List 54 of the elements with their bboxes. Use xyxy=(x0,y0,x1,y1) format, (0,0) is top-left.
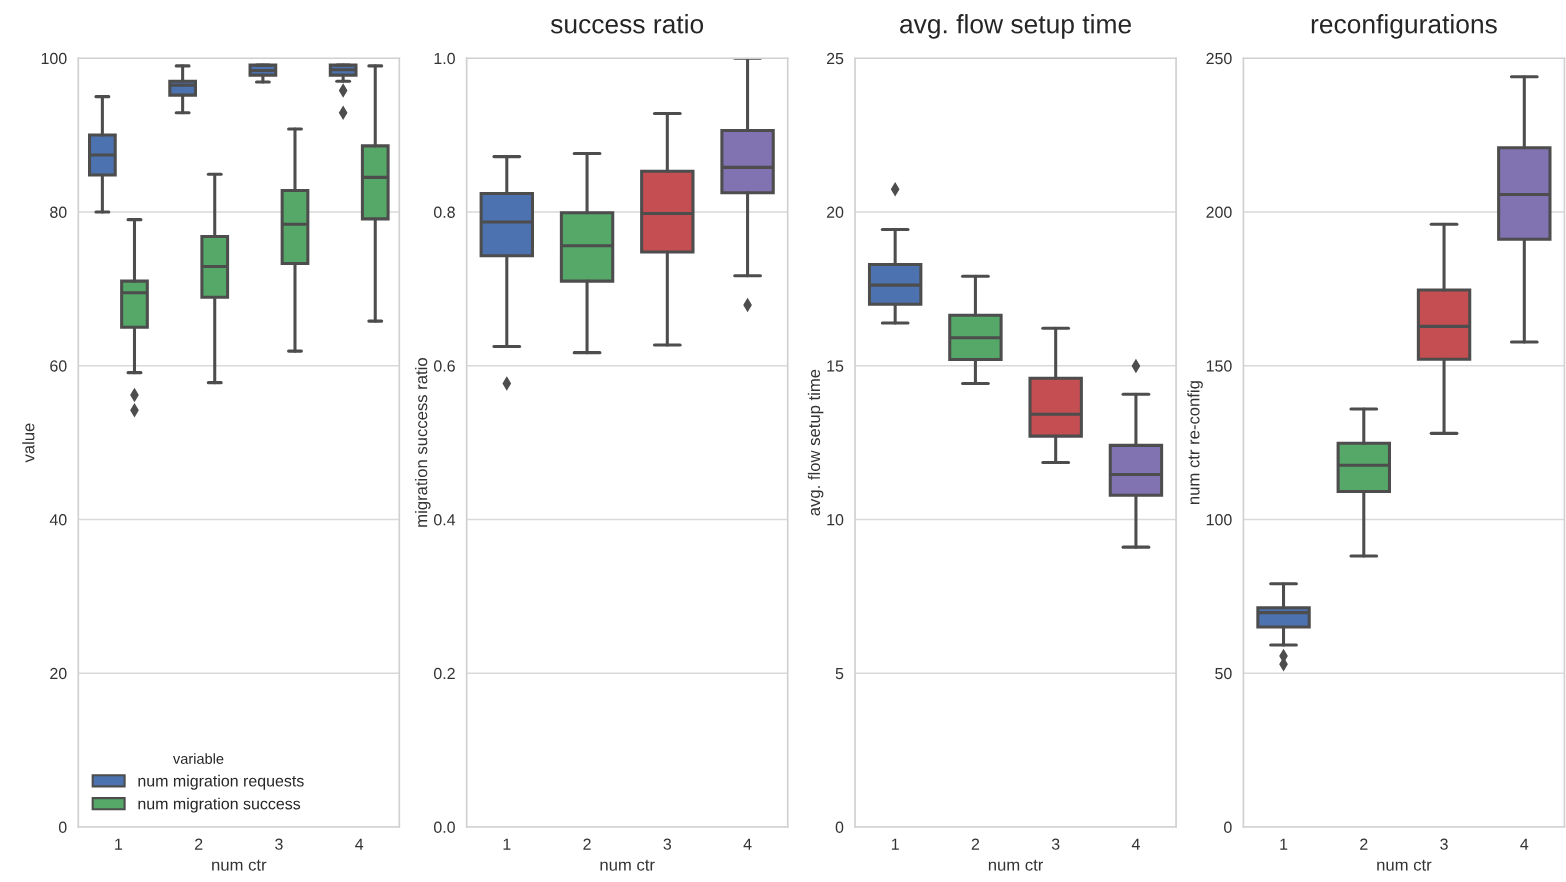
y-tick-label: 0 xyxy=(58,821,67,833)
y-tick-label: 50 xyxy=(1215,667,1232,680)
y-tick-label: 0 xyxy=(1224,821,1232,833)
chart-title: avg. flow setup time xyxy=(900,14,1131,39)
x-tick-label: 1 xyxy=(891,838,899,850)
x-tick-label: 4 xyxy=(1520,838,1529,850)
y-tick-label: 15 xyxy=(827,360,844,372)
y-tick-label: 0.4 xyxy=(433,514,456,526)
y-axis-title: value xyxy=(22,423,35,463)
legend-label: num migration requests xyxy=(138,774,304,790)
y-tick-label: 100 xyxy=(41,52,67,65)
x-tick-label: 4 xyxy=(355,838,364,850)
y-tick-label: 20 xyxy=(50,667,67,680)
x-axis-title: num ctr xyxy=(988,859,1044,871)
y-axis-title: num ctr re-config xyxy=(1187,381,1203,504)
x-axis-title: num ctr xyxy=(212,859,267,871)
y-tick-label: 0 xyxy=(835,821,844,833)
y-tick-label: 0.0 xyxy=(433,821,455,833)
y-axis-title: avg. flow setup time xyxy=(807,369,824,516)
x-tick-label: 4 xyxy=(743,838,752,850)
y-tick-label: 0.8 xyxy=(433,206,455,218)
x-tick-label: 3 xyxy=(275,838,283,850)
x-axis-title: num ctr xyxy=(1377,859,1432,871)
x-tick-label: 1 xyxy=(503,838,511,850)
y-tick-label: 40 xyxy=(49,514,67,526)
x-tick-label: 1 xyxy=(115,838,123,850)
y-tick-label: 5 xyxy=(835,668,844,680)
y-tick-label: 20 xyxy=(826,206,844,218)
x-tick-label: 3 xyxy=(1051,838,1060,850)
x-axis-title: num ctr xyxy=(600,859,655,871)
chart-title: success ratio xyxy=(550,14,704,34)
y-tick-label: 0.2 xyxy=(433,667,455,680)
y-tick-label: 60 xyxy=(50,360,67,372)
x-tick-label: 4 xyxy=(1131,838,1140,850)
y-tick-label: 1.0 xyxy=(434,52,455,65)
x-tick-label: 3 xyxy=(1440,838,1448,850)
legend-title: variable xyxy=(173,753,224,764)
x-tick-label: 2 xyxy=(583,838,591,850)
y-tick-label: 25 xyxy=(826,52,844,65)
y-tick-label: 150 xyxy=(1206,360,1232,372)
y-tick-label: 250 xyxy=(1206,52,1232,65)
x-tick-label: 3 xyxy=(663,838,672,850)
x-tick-label: 1 xyxy=(1280,838,1288,850)
x-tick-label: 2 xyxy=(971,838,980,850)
x-tick-label: 2 xyxy=(1360,838,1368,850)
y-tick-label: 0.6 xyxy=(433,360,455,372)
y-tick-label: 200 xyxy=(1206,206,1232,218)
y-tick-label: 80 xyxy=(50,206,67,218)
chart-title: reconfigurations xyxy=(1311,14,1497,39)
y-axis-title: migration success ratio xyxy=(415,358,431,527)
x-tick-label: 2 xyxy=(195,838,203,850)
legend-label: num migration success xyxy=(138,797,301,813)
y-tick-label: 10 xyxy=(827,514,844,526)
y-tick-label: 100 xyxy=(1206,514,1232,526)
